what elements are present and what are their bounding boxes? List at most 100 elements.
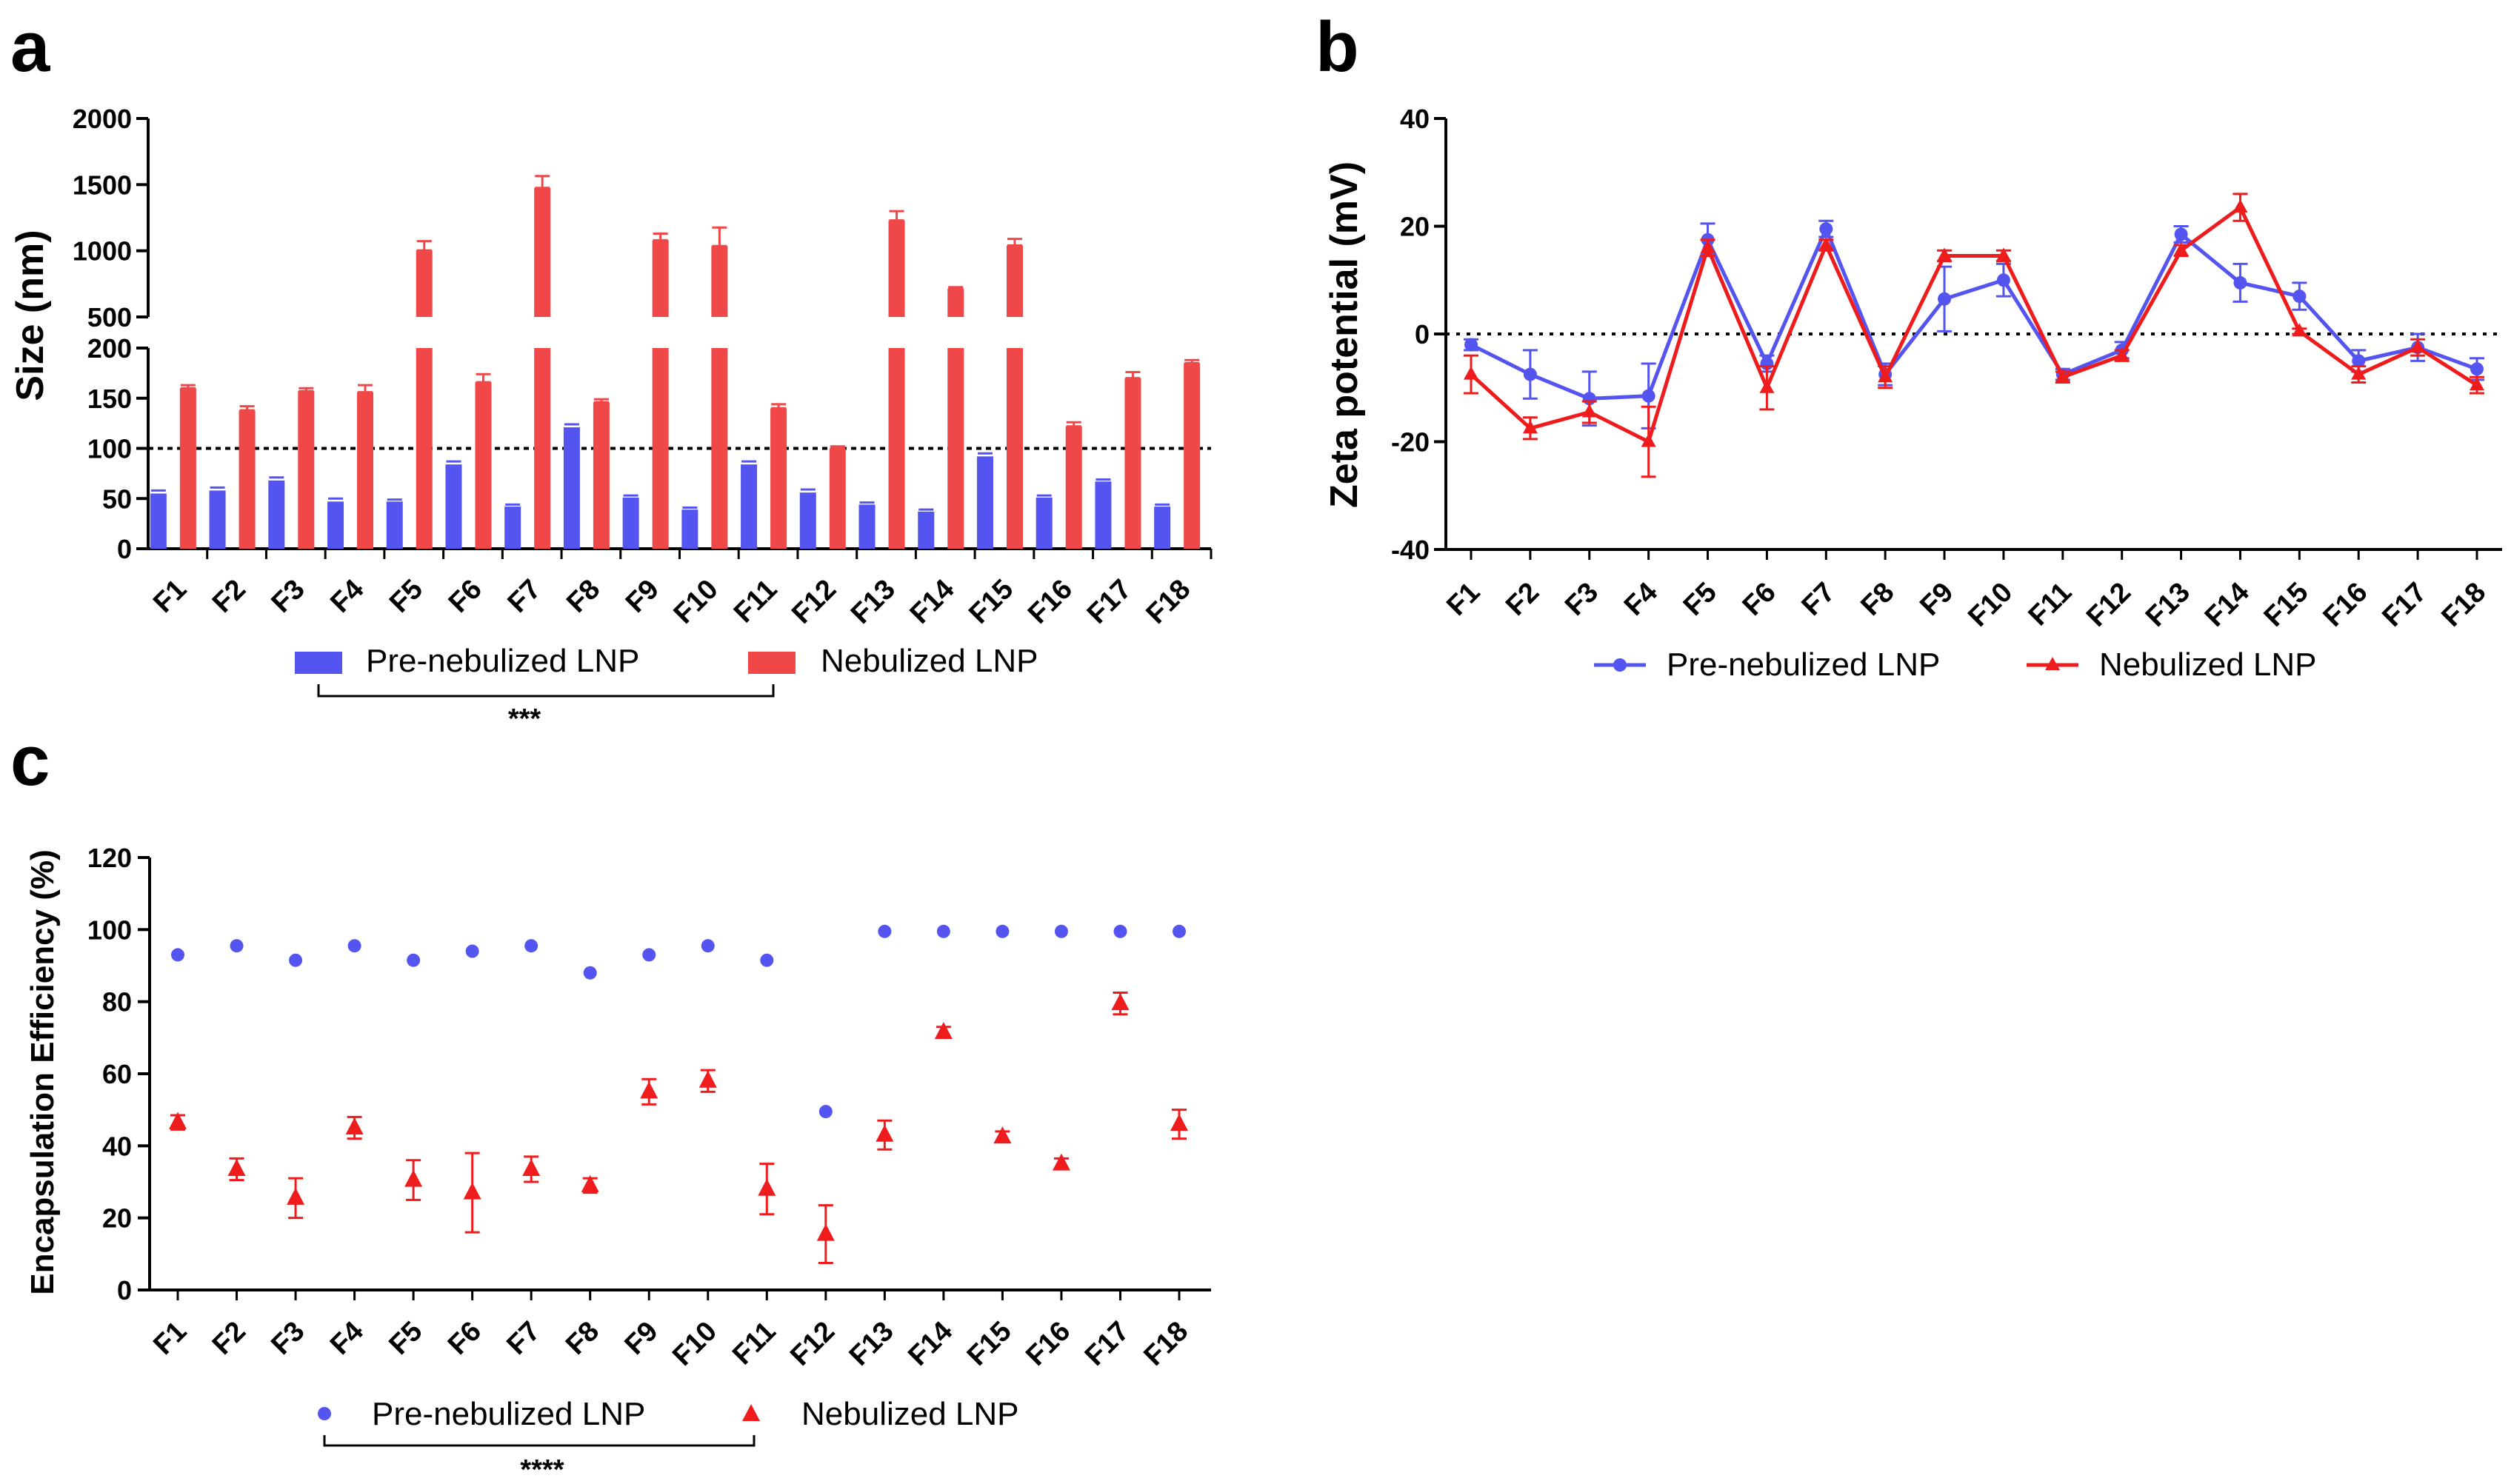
- panel-a-x-label-F12: F12: [786, 574, 842, 630]
- panel-c-x-label-F8: F8: [560, 1316, 605, 1361]
- panel-a-x-label-F9: F9: [620, 574, 665, 619]
- panel-a-x-label-F10: F10: [668, 574, 724, 630]
- panel-a-bar-pre-F13: [858, 504, 876, 549]
- panel-c-point-neb-F1: [169, 1112, 187, 1129]
- panel-b-point-neb-F3: [1581, 404, 1597, 418]
- panel-b-point-pre-F14: [2233, 275, 2247, 290]
- panel-c-y-tick-label-0: 0: [117, 1275, 132, 1306]
- panel-a-x-label-F5: F5: [384, 574, 429, 619]
- panel-b-point-pre-F2: [1523, 367, 1537, 381]
- panel-a-bar-pre-F10: [681, 509, 698, 549]
- panel-a-bar-neb-F10: [711, 246, 728, 317]
- panel-b-point-pre-F7: [1819, 222, 1833, 236]
- panel-b-point-pre-F18: [2470, 362, 2484, 376]
- panel-a-x-label-F14: F14: [904, 574, 961, 630]
- panel-a-bar-neb-F12: [829, 448, 846, 549]
- panel-a-bar-neb-F6: [475, 382, 492, 549]
- panel-c-ee-chart: Encapsulation Efficiency (%) Pre-nebuliz…: [24, 843, 1211, 1484]
- panel-b-point-neb-F13: [2173, 242, 2189, 256]
- panel-b-point-neb-F6: [1759, 379, 1775, 393]
- panel-b-y-tick-label--40: -40: [1391, 535, 1430, 565]
- panel-a-ylabel: Size (nm): [9, 230, 52, 401]
- panel-c-x-label-F17: F17: [1079, 1316, 1136, 1372]
- panel-a-y-tick-label-0: 0: [117, 534, 132, 564]
- panel-a-x-label-F18: F18: [1141, 574, 1197, 630]
- panel-a-x-label-F17: F17: [1081, 574, 1138, 630]
- panel-a-bar-neb-F9: [652, 240, 669, 317]
- panel-b-ylabel: Zeta potential (mV): [1323, 161, 1366, 508]
- panel-a-bar-neb-F16: [1065, 426, 1082, 549]
- panel-a-x-label-F13: F13: [845, 574, 901, 630]
- panel-c-point-pre-F6: [465, 944, 479, 958]
- panel-a-bar-neb-F1: [179, 388, 196, 549]
- panel-b-x-label-F16: F16: [2318, 577, 2374, 633]
- panel-b-point-neb-F11: [2055, 369, 2070, 383]
- panel-a-bar-neb-F8: [593, 402, 610, 549]
- panel-b-x-label-F17: F17: [2376, 577, 2432, 633]
- panel-c-x-label-F5: F5: [383, 1316, 428, 1361]
- panel-b-x-label-F18: F18: [2435, 577, 2492, 633]
- panel-c-point-pre-F2: [230, 939, 244, 953]
- panel-b-point-pre-F13: [2174, 227, 2188, 241]
- panel-a-bar-neb-lower-F5: [416, 348, 433, 549]
- panel-c-x-label-F18: F18: [1138, 1316, 1194, 1372]
- panel-c-point-neb-F13: [876, 1124, 894, 1142]
- panel-b-x-label-F1: F1: [1441, 577, 1486, 622]
- panel-b-x-label-F11: F11: [2023, 577, 2078, 632]
- panel-c-point-neb-F2: [227, 1158, 246, 1176]
- panel-b-x-label-F10: F10: [1962, 577, 2018, 633]
- panel-a-x-label-F3: F3: [266, 574, 311, 619]
- panel-a-bar-pre-F17: [1095, 481, 1112, 549]
- panel-c-x-label-F4: F4: [324, 1316, 370, 1361]
- panel-c-point-pre-F14: [936, 924, 950, 938]
- panel-a-bar-pre-F3: [268, 480, 285, 549]
- panel-c-legend-pre-label: Pre-nebulized LNP: [372, 1396, 645, 1432]
- panel-c-point-pre-F12: [818, 1105, 833, 1119]
- panel-b-point-neb-F14: [2232, 199, 2248, 213]
- panel-a-bar-neb-lower-F7: [534, 348, 551, 549]
- panel-c-point-neb-F4: [345, 1117, 364, 1134]
- panel-b-point-neb-F7: [1818, 236, 1834, 250]
- panel-a-bar-neb-lower-F14: [947, 348, 964, 549]
- panel-a-x-label-F2: F2: [207, 574, 252, 619]
- panel-a-bar-neb-lower-F9: [652, 348, 669, 549]
- panel-a-bar-neb-lower-F15: [1006, 348, 1023, 549]
- panel-c-point-neb-F6: [463, 1182, 481, 1200]
- panel-b-point-neb-F17: [2410, 339, 2426, 353]
- panel-c-point-neb-F16: [1052, 1153, 1070, 1171]
- panel-c-point-pre-F13: [878, 924, 892, 938]
- panel-c-x-label-F1: F1: [147, 1316, 193, 1361]
- panel-c-point-neb-F12: [816, 1223, 835, 1241]
- panel-a-letter: a: [10, 7, 50, 87]
- panel-a-bar-pre-F14: [918, 511, 935, 549]
- panel-a-bar-pre-F6: [445, 464, 462, 549]
- panel-c-y-tick-label-100: 100: [87, 915, 132, 945]
- panel-b-legend-neb-label: Nebulized LNP: [2099, 646, 2317, 683]
- panel-c-legend-neb-label: Nebulized LNP: [801, 1396, 1019, 1432]
- panel-c-point-neb-F18: [1170, 1114, 1188, 1132]
- panel-a-x-label-F4: F4: [324, 574, 370, 619]
- panel-c-point-pre-F10: [701, 939, 715, 953]
- panel-a-x-label-F8: F8: [561, 574, 606, 619]
- panel-c-point-pre-F16: [1054, 924, 1068, 938]
- panel-b-x-label-F5: F5: [1678, 577, 1723, 622]
- panel-c-x-label-F9: F9: [619, 1316, 664, 1361]
- panel-a-bar-pre-F1: [150, 493, 167, 549]
- panel-a-bar-pre-F11: [741, 464, 758, 549]
- panel-b-point-pre-F10: [1996, 273, 2010, 287]
- panel-a-x-label-F6: F6: [443, 574, 488, 619]
- panel-b-point-neb-F1: [1464, 366, 1478, 380]
- panel-b-point-neb-F5: [1700, 239, 1715, 253]
- panel-a-x-label-F1: F1: [147, 574, 193, 619]
- panel-b-zeta-chart: Zeta potential (mV) Pre-nebulized LNP Ne…: [1323, 104, 2502, 683]
- panel-b-series-pre-line: [1470, 227, 2478, 401]
- panel-a-bar-pre-F15: [976, 456, 993, 549]
- panel-c-point-neb-F17: [1111, 993, 1130, 1011]
- panel-a-bar-neb-F5: [416, 250, 433, 317]
- panel-c-legend-neb-marker: [742, 1404, 760, 1421]
- panel-c-x-label-F2: F2: [207, 1316, 252, 1361]
- panel-c-point-pre-F5: [407, 953, 421, 967]
- panel-a-bar-pre-F12: [799, 492, 816, 549]
- panel-b-x-label-F4: F4: [1618, 577, 1664, 622]
